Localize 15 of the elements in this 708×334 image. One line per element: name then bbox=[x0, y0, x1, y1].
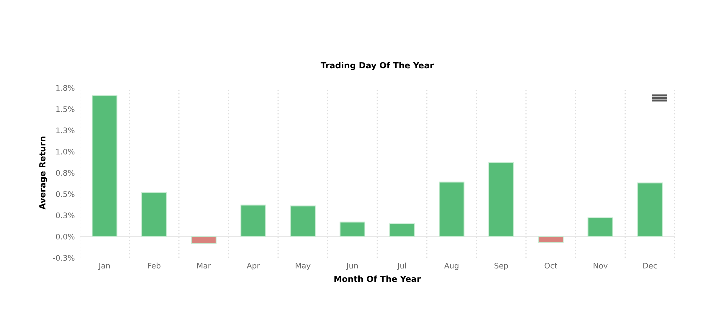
x-axis-title: Month Of The Year bbox=[334, 276, 422, 282]
bar bbox=[92, 95, 118, 238]
y-axis-title: Average Return bbox=[40, 136, 48, 210]
chart-title: Trading Day Of The Year bbox=[320, 62, 434, 70]
bar bbox=[290, 206, 316, 238]
bar bbox=[389, 224, 416, 238]
bar bbox=[488, 162, 514, 238]
bar bbox=[439, 182, 465, 238]
bar bbox=[588, 218, 614, 238]
bar bbox=[637, 182, 664, 238]
bar bbox=[240, 204, 266, 238]
bar bbox=[340, 222, 366, 238]
bar bbox=[142, 192, 168, 238]
bar bbox=[538, 236, 564, 244]
bar bbox=[191, 236, 217, 244]
